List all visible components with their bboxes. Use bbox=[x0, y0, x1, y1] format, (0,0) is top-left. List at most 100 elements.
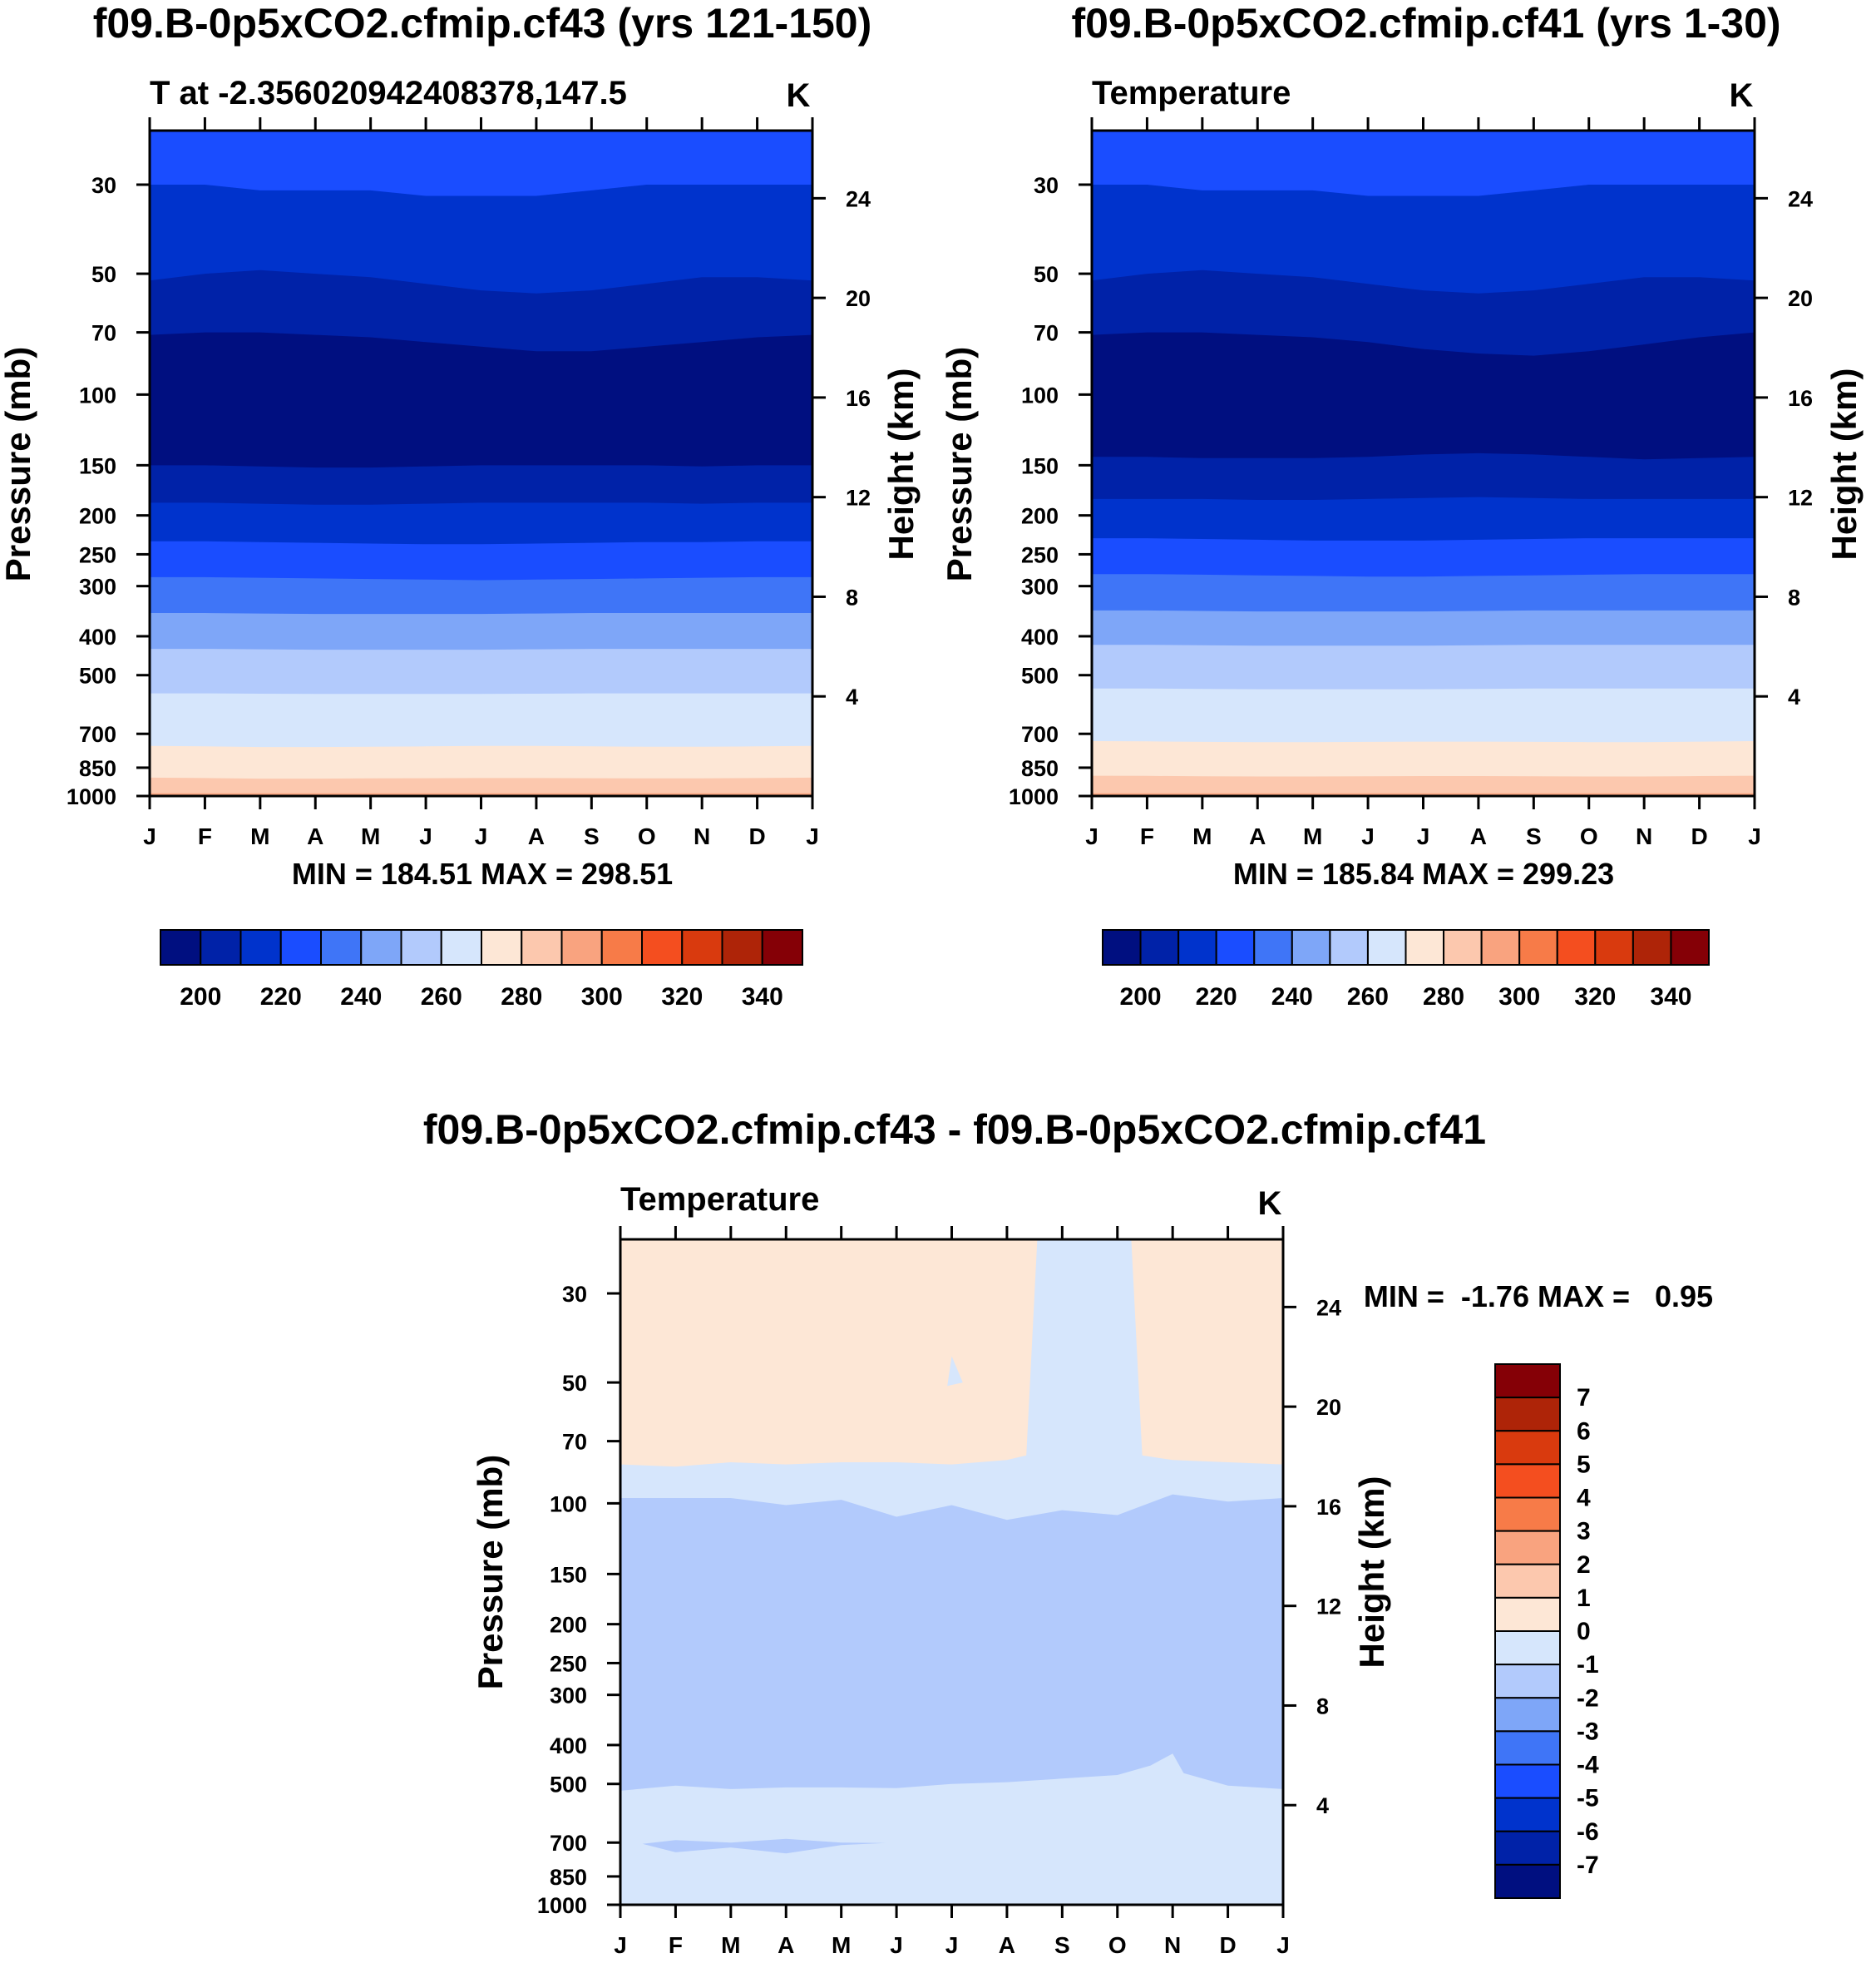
x-tick-label: A bbox=[1249, 823, 1266, 849]
y-tick-label: 1000 bbox=[1009, 784, 1059, 809]
panel-subtitle: Temperature bbox=[1092, 75, 1291, 111]
colorbar-swatch bbox=[320, 929, 363, 966]
colorbar-swatch bbox=[521, 929, 563, 966]
colorbar-swatch bbox=[1494, 1430, 1561, 1466]
x-tick-label: J bbox=[890, 1932, 903, 1958]
colorbar-label: -2 bbox=[1577, 1684, 1599, 1712]
contour-band-280 bbox=[1092, 775, 1755, 796]
x-tick-label: S bbox=[1054, 1932, 1070, 1958]
colorbar-label: -6 bbox=[1577, 1818, 1599, 1846]
colorbar-swatch bbox=[1494, 1830, 1561, 1866]
colorbar-label: 340 bbox=[1650, 983, 1691, 1011]
colorbar-swatch bbox=[560, 929, 603, 966]
colorbar-swatch bbox=[1102, 929, 1142, 966]
x-tick-label: O bbox=[1108, 1932, 1127, 1958]
y-right-tick-label: 4 bbox=[1788, 685, 1800, 710]
colorbar-swatch bbox=[1480, 929, 1521, 966]
units-label: K bbox=[787, 77, 811, 114]
y-right-tick-label: 20 bbox=[846, 286, 871, 311]
minmax-text: MIN = 184.51 MAX = 298.51 bbox=[292, 857, 673, 891]
units-label: K bbox=[1730, 77, 1754, 114]
colorbar-swatch bbox=[1670, 929, 1710, 966]
colorbar-swatch bbox=[600, 929, 643, 966]
colorbar-label: 2 bbox=[1577, 1551, 1591, 1579]
colorbar-swatch bbox=[1494, 1530, 1561, 1565]
y-tick-label: 150 bbox=[79, 453, 116, 478]
x-tick-label: O bbox=[1580, 823, 1598, 849]
y-right-tick-label: 8 bbox=[1788, 585, 1800, 610]
contour-band-neg2 bbox=[620, 1494, 1283, 1791]
colorbar-swatch bbox=[1494, 1363, 1561, 1399]
y-right-tick-label: 12 bbox=[1316, 1595, 1341, 1619]
y-tick-label: 150 bbox=[1021, 453, 1059, 478]
x-tick-label: A bbox=[1470, 823, 1487, 849]
x-tick-label: M bbox=[832, 1932, 851, 1958]
y-tick-label: 30 bbox=[1034, 173, 1059, 198]
x-tick-label: O bbox=[638, 823, 656, 849]
y-tick-label: 50 bbox=[562, 1371, 587, 1396]
y-tick-label: 30 bbox=[562, 1282, 587, 1307]
x-tick-label: N bbox=[1164, 1932, 1181, 1958]
panel-subtitle: T at -2.356020942408378,147.5 bbox=[150, 75, 627, 111]
y-tick-label: 70 bbox=[91, 321, 116, 346]
colorbar: 200 220 240 260 280 300 320 340 bbox=[160, 929, 803, 1011]
colorbar-swatch bbox=[1494, 1664, 1561, 1699]
colorbar-label: 300 bbox=[1498, 983, 1540, 1011]
x-tick-label: J bbox=[419, 823, 432, 849]
y-right-tick-label: 24 bbox=[846, 186, 871, 211]
y-right-tick-label: 8 bbox=[1316, 1694, 1329, 1718]
x-tick-label: J bbox=[1361, 823, 1375, 849]
y-right-tick-label: 16 bbox=[846, 386, 871, 411]
y-tick-label: 100 bbox=[79, 383, 116, 408]
panel-top-right: f09.B-0p5xCO2.cfmip.cf41 (yrs 1-30) Temp… bbox=[940, 0, 1864, 1011]
colorbar-label: 340 bbox=[742, 983, 783, 1011]
y-right-tick-label: 20 bbox=[1788, 286, 1813, 311]
colorbar-swatch bbox=[721, 929, 763, 966]
y-axis-label: Pressure (mb) bbox=[0, 347, 37, 581]
y-tick-label: 500 bbox=[79, 664, 116, 689]
colorbar-label: 5 bbox=[1577, 1451, 1591, 1478]
contour-fills bbox=[1092, 131, 1755, 796]
colorbar-label: 320 bbox=[1574, 983, 1616, 1011]
colorbar-swatch bbox=[481, 929, 523, 966]
colorbar-swatch bbox=[1556, 929, 1597, 966]
y-tick-label: 250 bbox=[550, 1651, 587, 1676]
y-tick-label: 200 bbox=[550, 1613, 587, 1638]
y-tick-label: 300 bbox=[79, 575, 116, 600]
colorbar-label: -4 bbox=[1577, 1752, 1599, 1779]
x-tick-label: J bbox=[1748, 823, 1761, 849]
x-tick-label: J bbox=[945, 1932, 959, 1958]
colorbar-label: 220 bbox=[260, 983, 302, 1011]
x-tick-label: D bbox=[1219, 1932, 1236, 1958]
minmax-text: MIN = 185.84 MAX = 299.23 bbox=[1233, 857, 1614, 891]
x-tick-label: M bbox=[361, 823, 380, 849]
colorbar-swatch bbox=[641, 929, 684, 966]
y-tick-label: 150 bbox=[550, 1562, 587, 1587]
y-tick-label: 100 bbox=[1021, 383, 1059, 408]
colorbar-label: 200 bbox=[180, 983, 221, 1011]
contour-fills bbox=[620, 1239, 1283, 1905]
y-right-tick-label: 24 bbox=[1316, 1295, 1341, 1320]
contour-fills bbox=[150, 131, 812, 796]
colorbar-swatch bbox=[1177, 929, 1217, 966]
x-tick-label: A bbox=[778, 1932, 794, 1958]
x-tick-label: F bbox=[198, 823, 212, 849]
y-tick-label: 250 bbox=[1021, 542, 1059, 567]
y-tick-label: 850 bbox=[550, 1865, 587, 1890]
x-tick-label: J bbox=[1085, 823, 1098, 849]
colorbar-swatch bbox=[1215, 929, 1256, 966]
x-tick-label: J bbox=[143, 823, 156, 849]
y-tick-label: 400 bbox=[550, 1733, 587, 1758]
colorbar-swatch bbox=[1494, 1697, 1561, 1733]
colorbar-swatch bbox=[681, 929, 723, 966]
colorbar-swatch bbox=[1518, 929, 1558, 966]
y-tick-label: 400 bbox=[1021, 625, 1059, 650]
y-tick-label: 100 bbox=[550, 1491, 587, 1516]
colorbar-swatch bbox=[1494, 1730, 1561, 1766]
colorbar-label: 6 bbox=[1577, 1417, 1591, 1445]
x-tick-label: N bbox=[694, 823, 710, 849]
y-tick-label: 70 bbox=[562, 1430, 587, 1455]
x-tick-label: F bbox=[669, 1932, 683, 1958]
colorbar-swatch bbox=[1494, 1863, 1561, 1899]
colorbar-label: -3 bbox=[1577, 1718, 1599, 1745]
